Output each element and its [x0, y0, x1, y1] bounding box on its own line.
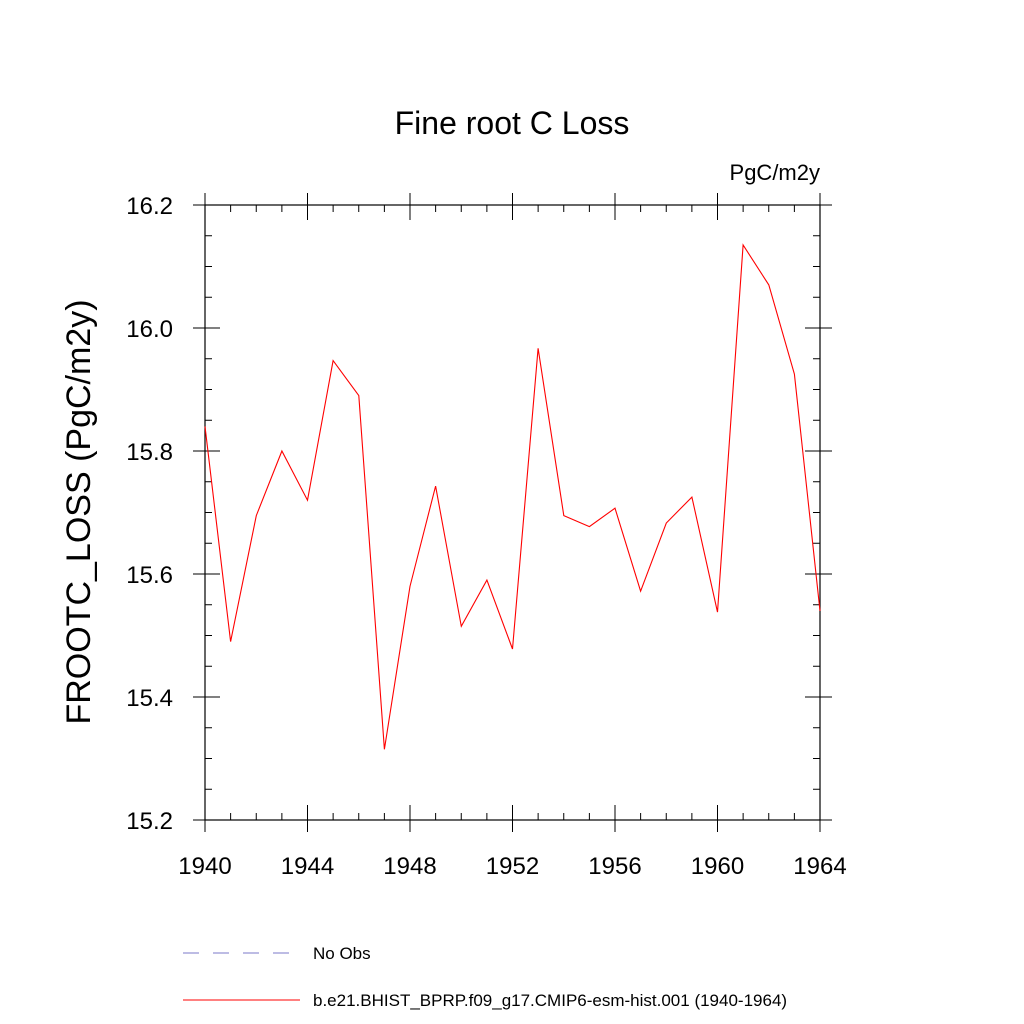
legend-label-no-obs: No Obs: [313, 944, 371, 963]
x-tick-labels: 1940 1944 1948 1952 1956 1960 1964: [178, 853, 846, 880]
x-tick-label: 1940: [178, 853, 231, 880]
y-tick-label: 15.4: [126, 685, 173, 712]
series-line-0: [204, 243, 821, 750]
x-tick-label: 1944: [281, 853, 334, 880]
units-label: PgC/m2y: [730, 160, 820, 185]
y-tick-label: 15.6: [126, 562, 173, 589]
y-tick-label: 15.2: [126, 808, 173, 835]
tick-marks: [193, 193, 832, 832]
plot-frame: [204, 204, 821, 821]
x-tick-label: 1948: [383, 853, 436, 880]
legend-label-model: b.e21.BHIST_BPRP.f09_g17.CMIP6-esm-hist.…: [313, 991, 787, 1010]
chart-title: Fine root C Loss: [395, 105, 630, 141]
y-tick-labels: 15.2 15.4 15.6 15.8 16.0 16.2: [126, 193, 173, 835]
y-tick-label: 16.0: [126, 316, 173, 343]
series-layer: [204, 243, 821, 750]
y-tick-label: 16.2: [126, 193, 173, 220]
x-tick-label: 1960: [691, 853, 744, 880]
x-tick-label: 1964: [793, 853, 846, 880]
legend: No Obs b.e21.BHIST_BPRP.f09_g17.CMIP6-es…: [183, 944, 787, 1010]
y-axis-label: FROOTC_LOSS (PgC/m2y): [60, 299, 98, 724]
x-tick-label: 1956: [588, 853, 641, 880]
y-tick-label: 15.8: [126, 439, 173, 466]
x-tick-label: 1952: [486, 853, 539, 880]
